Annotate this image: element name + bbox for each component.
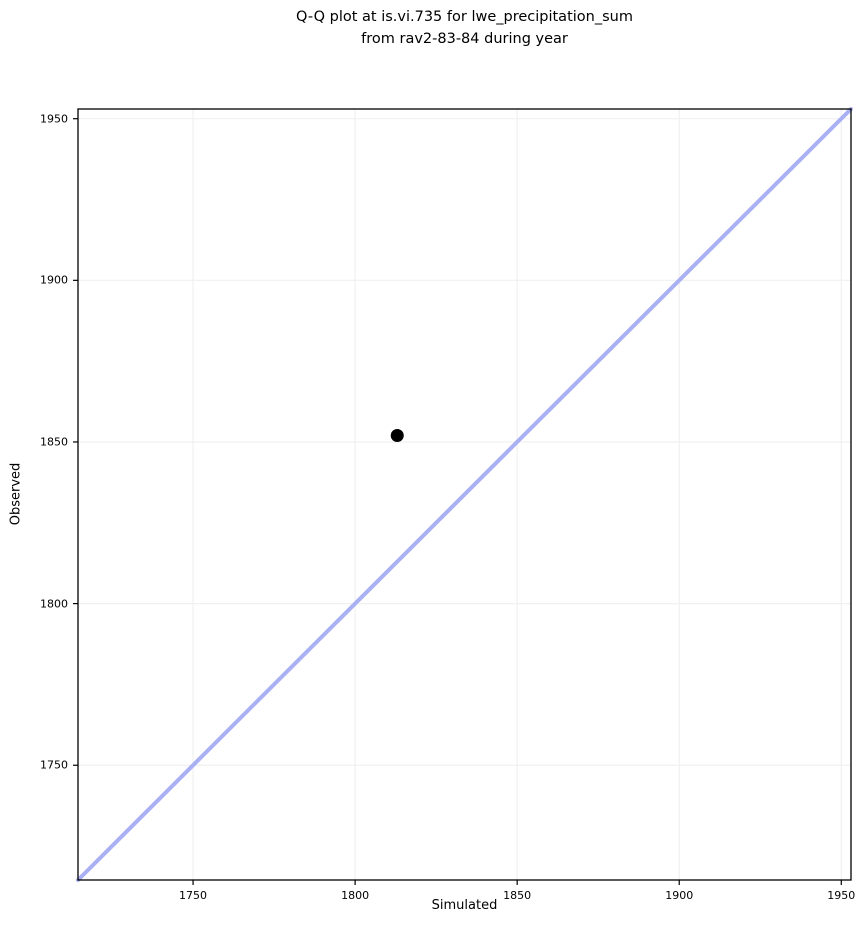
x-tick-label: 1750 bbox=[179, 889, 208, 902]
data-point bbox=[390, 429, 404, 443]
chart-title-line-1: Q-Q plot at is.vi.735 for lwe_precipitat… bbox=[296, 9, 633, 25]
y-tick-label: 1900 bbox=[40, 273, 68, 287]
y-tick-label: 1950 bbox=[40, 112, 68, 126]
chart-title-line-2: from rav2-83-84 during year bbox=[361, 30, 568, 47]
reference-line bbox=[76, 107, 853, 882]
y-tick-label: 1850 bbox=[40, 435, 68, 449]
x-axis-label: Simulated bbox=[431, 898, 498, 913]
y-axis-label: Observed bbox=[8, 462, 24, 526]
x-tick-label: 1900 bbox=[665, 889, 694, 902]
x-tick-label: 1800 bbox=[341, 889, 370, 902]
y-tick-label: 1800 bbox=[40, 597, 68, 611]
plot-border bbox=[77, 108, 852, 881]
y-tick-label: 1750 bbox=[40, 758, 68, 772]
chart-title: Q-Q plot at is.vi.735 for lwe_precipitat… bbox=[78, 7, 851, 51]
x-tick-label: 1950 bbox=[827, 889, 856, 902]
x-tick-label: 1850 bbox=[503, 889, 532, 902]
